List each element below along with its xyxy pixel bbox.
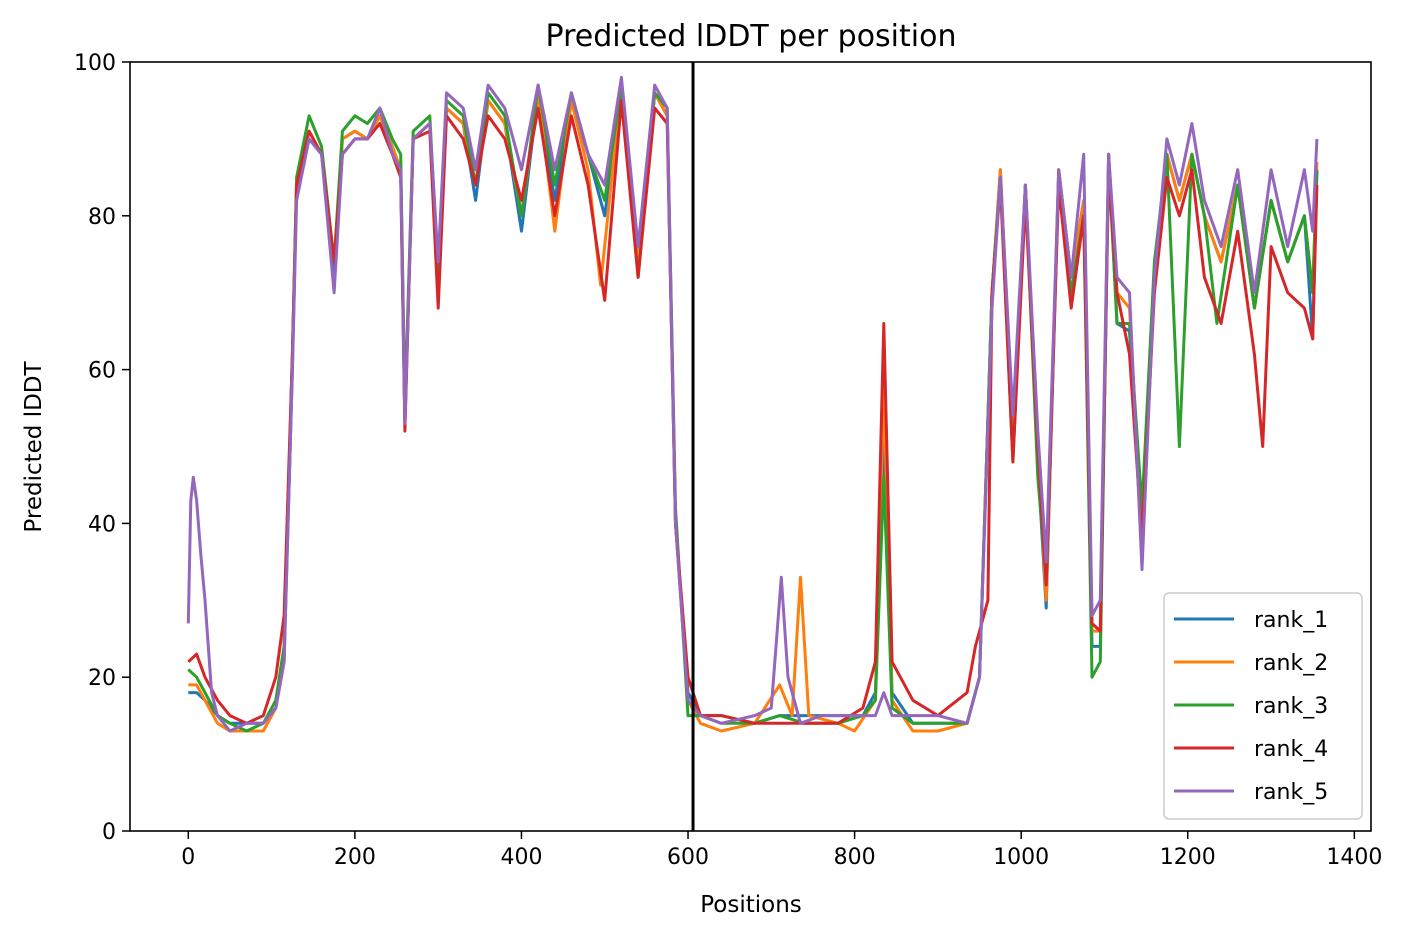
legend-label-rank-4: rank_4 xyxy=(1254,737,1328,762)
legend-label-rank-5: rank_5 xyxy=(1254,780,1328,805)
y-tick-label: 20 xyxy=(88,666,116,691)
x-tick-label: 400 xyxy=(500,845,542,870)
y-axis: 0 20 40 60 80 100 xyxy=(74,51,130,845)
x-tick-label: 200 xyxy=(334,845,376,870)
x-tick-label: 800 xyxy=(834,845,876,870)
legend-label-rank-1: rank_1 xyxy=(1254,608,1328,633)
legend-label-rank-2: rank_2 xyxy=(1254,651,1328,676)
x-tick-label: 1000 xyxy=(993,845,1049,870)
x-tick-label: 0 xyxy=(181,845,195,870)
x-axis-label: Positions xyxy=(700,892,802,918)
plot-area xyxy=(129,61,1372,832)
y-tick-label: 100 xyxy=(74,51,116,76)
series-layer xyxy=(186,75,1319,733)
y-tick-label: 40 xyxy=(88,512,116,537)
legend-label-rank-3: rank_3 xyxy=(1254,694,1328,719)
y-axis-label: Predicted lDDT xyxy=(21,360,47,532)
legend-box xyxy=(1163,592,1363,820)
series-line-rank-5 xyxy=(186,75,1319,733)
y-tick-label: 0 xyxy=(102,820,116,845)
x-tick-label: 1200 xyxy=(1160,845,1216,870)
chart-title: Predicted lDDT per position xyxy=(546,19,957,54)
legend: rank_1 rank_2 rank_3 rank_4 rank_5 xyxy=(1163,592,1363,820)
x-tick-label: 600 xyxy=(667,845,709,870)
x-tick-label: 1400 xyxy=(1326,845,1382,870)
y-tick-label: 80 xyxy=(88,205,116,230)
y-tick-label: 60 xyxy=(88,359,116,384)
plot-frame xyxy=(129,61,1372,832)
x-axis: 0 200 400 600 800 1000 1200 1400 xyxy=(181,831,1382,870)
